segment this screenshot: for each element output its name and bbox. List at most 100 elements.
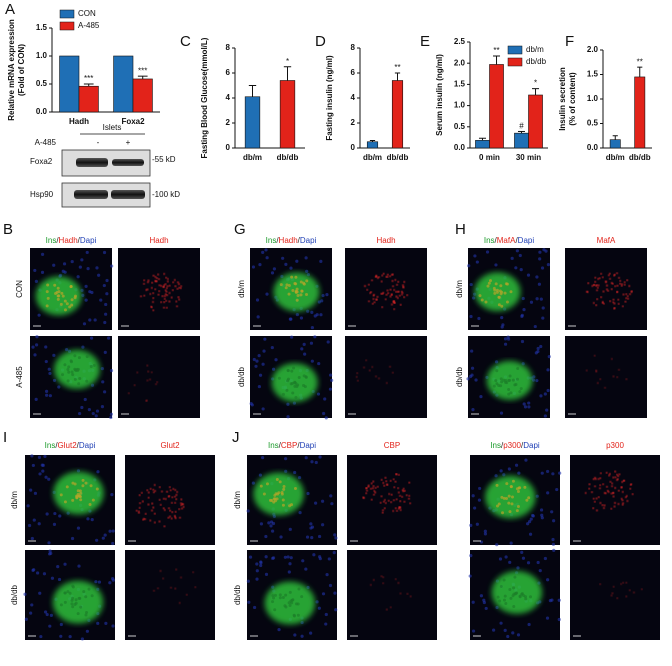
signal [594,281,597,283]
signal [380,495,383,498]
signal [626,279,629,282]
cell [519,387,523,391]
signal [155,280,158,283]
cell [53,283,57,287]
cell [499,377,503,381]
signal [127,392,130,395]
signal [380,478,383,481]
cell [492,384,496,388]
nucleus [286,415,290,419]
signal [621,283,623,286]
signal [158,520,161,523]
nucleus [326,340,330,344]
signal [363,366,365,369]
signal [144,513,147,515]
nucleus [540,471,544,475]
channel-part: Ins [266,236,277,245]
signal [382,576,385,579]
signal [369,584,372,586]
signal [155,383,157,386]
cell [281,498,285,502]
signal [616,479,618,481]
signal [602,483,605,486]
signal [168,300,171,303]
signal [152,292,155,295]
nucleus [550,598,554,602]
channel-label: MafA [597,236,616,245]
channel-part: Ins [46,236,57,245]
signal [616,272,618,275]
cell [494,379,498,383]
signal [597,278,600,280]
nucleus [257,354,261,358]
nucleus [49,613,53,618]
nucleus [312,553,316,557]
nucleus [57,385,61,389]
cell [278,596,282,600]
cell [91,498,95,502]
signal [390,293,393,296]
cell [280,492,284,496]
nucleus [516,633,521,637]
nucleus [321,523,325,527]
nucleus [558,471,562,475]
image-background [118,336,200,418]
nucleus [324,612,328,617]
nucleus [471,600,475,604]
nucleus [514,463,519,467]
nucleus [31,568,35,572]
nucleus [495,605,499,610]
channel-part: / [279,441,282,450]
y-axis-label: Insulin secretion [558,67,567,131]
nucleus [551,472,555,476]
nucleus [328,387,333,391]
signal [169,489,172,492]
cell [493,291,497,295]
signal [165,306,168,309]
cell [291,289,295,293]
cell [265,482,269,486]
signal [614,470,617,473]
signal [586,291,589,293]
signal [166,490,168,493]
nucleus [48,394,52,398]
nucleus [526,273,531,277]
nucleus [90,518,94,522]
nucleus [466,377,470,381]
signal [162,497,165,500]
signal [164,283,167,285]
panel-label: B [3,221,13,238]
nucleus [78,411,82,416]
nucleus [61,269,65,273]
cell [290,369,294,373]
cell [500,495,504,499]
channel-part: / [77,441,80,450]
bar [132,78,153,113]
cell [85,379,89,383]
micrograph [25,454,115,546]
signal [154,490,157,492]
signal [152,274,155,277]
signal [629,487,632,490]
cell [503,291,507,295]
nucleus [110,264,114,268]
nucleus [309,341,314,345]
nucleus [271,556,276,560]
y-tick-label: 1.0 [587,94,599,103]
cell [60,291,64,295]
nucleus [259,563,263,568]
nucleus [522,402,526,406]
signal [150,306,153,309]
nucleus [483,532,488,536]
micrograph [565,336,647,418]
signal [151,509,153,512]
signal [167,278,169,280]
cell [500,304,504,308]
cell [511,594,515,598]
y-tick-label: 2.0 [454,58,466,67]
nucleus [543,556,547,561]
cell [288,590,292,594]
nucleus [514,266,518,270]
signal [599,502,602,504]
